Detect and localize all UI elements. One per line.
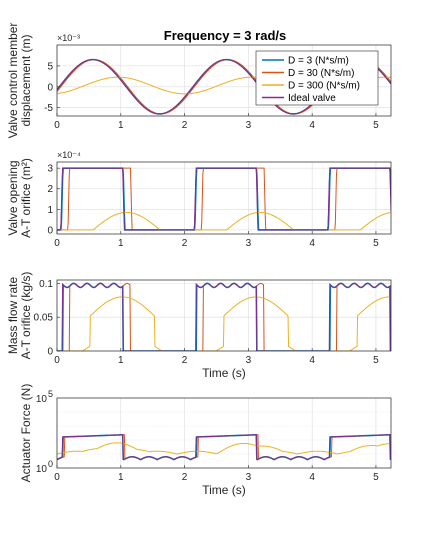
x-tick-label: 1 xyxy=(118,355,124,366)
x-tick-label: 1 xyxy=(118,120,124,131)
y-tick-exponent: 5 xyxy=(48,389,53,399)
plot-area xyxy=(57,162,391,234)
x-axis-label: Time (s) xyxy=(202,366,246,380)
series-line-2 xyxy=(57,296,391,351)
axis-exponent: ×10⁻⁴ xyxy=(57,150,81,160)
x-tick-label: 1 xyxy=(118,472,124,483)
axes-box xyxy=(56,161,392,235)
y-tick-label: -5 xyxy=(44,103,53,114)
legend: D = 3 (N*s/m)D = 30 (N*s/m) D = 300 (N*s/… xyxy=(255,50,379,106)
series-line-3 xyxy=(57,282,391,351)
x-tick-label: 5 xyxy=(373,355,379,366)
y-tick-label: 10 xyxy=(36,464,48,475)
x-tick-label: 3 xyxy=(246,238,252,249)
y-axis-label: displacement (m) xyxy=(19,34,33,126)
series-group xyxy=(57,433,391,461)
legend-entry: D = 30 (N*s/m) xyxy=(288,68,354,79)
x-tick-label: 5 xyxy=(373,472,379,483)
x-tick-label: 2 xyxy=(182,120,188,131)
x-tick-label: 0 xyxy=(54,355,60,366)
legend-entry: D = 3 (N*s/m) xyxy=(288,56,349,67)
y-axis-label: A-T orifice (m²) xyxy=(19,158,33,238)
y-tick-label: 5 xyxy=(47,61,53,72)
series-line-2 xyxy=(57,211,391,231)
y-tick-label: 0 xyxy=(47,82,53,93)
x-tick-label: 3 xyxy=(246,472,252,483)
x-tick-label: 5 xyxy=(373,238,379,249)
x-tick-label: 1 xyxy=(118,238,124,249)
x-tick-label: 0 xyxy=(54,120,60,131)
y-tick-label: 0.1 xyxy=(39,279,53,290)
y-axis-label: A-T orifice (kg/s) xyxy=(19,272,33,360)
series-group xyxy=(57,282,391,351)
axes-box xyxy=(56,397,392,469)
y-axis-label: Valve opening xyxy=(6,160,20,235)
legend-entry: Ideal valve xyxy=(288,93,336,104)
x-tick-label: 2 xyxy=(182,472,188,483)
x-tick-label: 2 xyxy=(182,355,188,366)
x-tick-label: 4 xyxy=(309,120,315,131)
x-axis-label: Time (s) xyxy=(202,483,246,497)
x-tick-label: 3 xyxy=(246,355,252,366)
series-line-3 xyxy=(57,167,391,231)
x-tick-label: 4 xyxy=(309,472,315,483)
x-tick-label: 0 xyxy=(54,238,60,249)
axis-exponent: ×10⁻³ xyxy=(57,33,80,43)
y-axis-label: Actuator Force (N) xyxy=(19,384,33,483)
x-tick-label: 4 xyxy=(309,355,315,366)
y-tick-exponent: 0 xyxy=(48,459,53,469)
x-tick-label: 3 xyxy=(246,120,252,131)
x-tick-label: 4 xyxy=(309,238,315,249)
y-tick-label: 1 xyxy=(47,205,53,216)
y-tick-label: 0 xyxy=(47,225,53,236)
plot-area xyxy=(57,398,391,468)
y-tick-label: 10 xyxy=(36,394,48,405)
panel-mass-flow: 0 1 2 3 4 5 0 0.05 0.1 Mass flow rate A-T orifice … xyxy=(6,272,392,380)
y-axis-label: Mass flow rate xyxy=(6,276,20,354)
panel-valve-opening: 0 1 2 3 4 5 0 1 2 3 ×10⁻⁴ Valve opening A-T orifice … xyxy=(6,150,392,249)
y-axis-label: Valve control member xyxy=(6,23,20,139)
x-tick-label: 0 xyxy=(54,472,60,483)
axes-box xyxy=(56,44,392,117)
series-line-2 xyxy=(57,442,391,455)
y-tick-label: 3 xyxy=(47,164,53,175)
y-tick-label: 0 xyxy=(47,347,53,358)
series-line-3 xyxy=(57,434,391,461)
x-tick-label: 5 xyxy=(373,120,379,131)
axes-box xyxy=(56,279,392,352)
y-tick-label: 0.05 xyxy=(34,313,54,324)
x-tick-label: 2 xyxy=(182,238,188,249)
legend-entry: D = 300 (N*s/m) xyxy=(288,81,360,92)
y-tick-label: 2 xyxy=(47,184,53,195)
chart-title: Frequency = 3 rad/s xyxy=(164,28,286,43)
series-group xyxy=(57,167,391,231)
